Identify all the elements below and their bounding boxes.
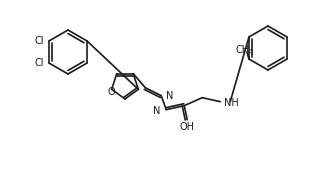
- Text: Cl: Cl: [35, 36, 44, 46]
- Text: N: N: [153, 106, 160, 116]
- Text: CH₃: CH₃: [236, 45, 254, 55]
- Text: OH: OH: [180, 122, 195, 132]
- Text: O: O: [108, 87, 116, 97]
- Text: Cl: Cl: [35, 58, 44, 68]
- Text: NH: NH: [224, 98, 239, 108]
- Text: N: N: [166, 91, 174, 101]
